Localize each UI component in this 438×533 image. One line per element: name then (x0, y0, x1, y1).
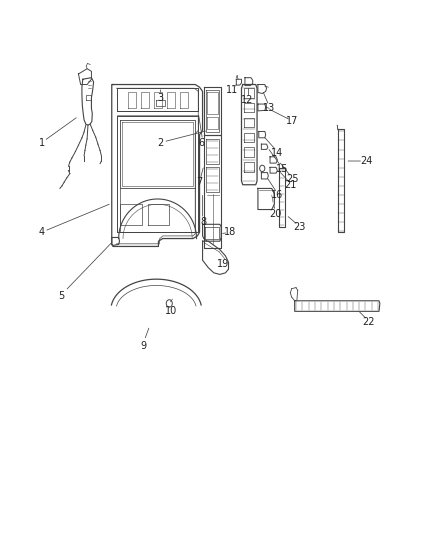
Text: 16: 16 (271, 190, 283, 200)
Text: 2: 2 (158, 138, 164, 148)
Text: 10: 10 (165, 306, 177, 316)
Text: 7: 7 (196, 177, 203, 187)
Text: 13: 13 (263, 103, 275, 114)
Text: 22: 22 (362, 317, 374, 327)
Text: 14: 14 (271, 148, 283, 158)
Text: 6: 6 (199, 138, 205, 148)
Text: 8: 8 (201, 217, 207, 227)
Text: 25: 25 (286, 174, 299, 184)
Text: 4: 4 (39, 227, 45, 237)
Text: 20: 20 (269, 209, 281, 219)
Text: 23: 23 (293, 222, 305, 232)
Text: 24: 24 (360, 156, 372, 166)
Text: 5: 5 (58, 290, 64, 301)
Text: 15: 15 (276, 164, 288, 174)
Text: 9: 9 (140, 341, 146, 351)
Text: 12: 12 (241, 95, 253, 106)
Text: 19: 19 (217, 259, 230, 269)
Text: 1: 1 (39, 138, 45, 148)
Text: 11: 11 (226, 85, 238, 95)
Text: 3: 3 (158, 93, 164, 103)
Text: 21: 21 (284, 180, 297, 190)
Text: 17: 17 (286, 116, 299, 126)
Text: 18: 18 (224, 227, 236, 237)
